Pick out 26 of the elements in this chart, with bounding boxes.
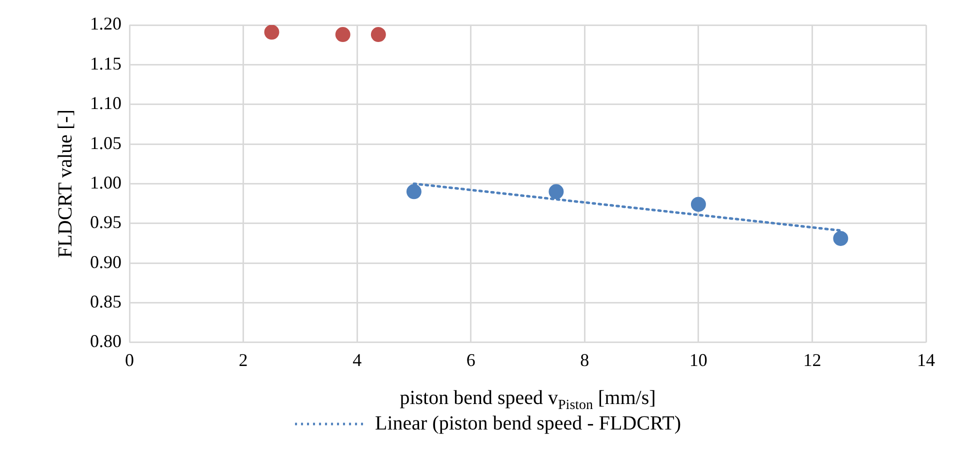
x-tick-label: 0 <box>125 350 134 370</box>
x-tick-label: 10 <box>689 350 708 370</box>
point <box>370 27 386 42</box>
point <box>548 184 564 200</box>
y-tick-label: 0.90 <box>90 252 122 272</box>
legend-label: Linear (piston bend speed - FLDCRT) <box>375 412 681 434</box>
y-tick-label: 1.15 <box>90 53 122 74</box>
point <box>406 184 422 200</box>
x-tick-label: 12 <box>803 350 822 370</box>
y-axis-title: FLDCRT value [-] <box>54 109 76 258</box>
x-tick-label: 8 <box>580 350 590 370</box>
point <box>690 196 706 212</box>
y-tick-label: 1.05 <box>90 132 122 153</box>
x-tick-label: 14 <box>917 350 935 370</box>
y-tick-label: 0.85 <box>90 291 122 312</box>
x-tick-label: 4 <box>352 350 362 370</box>
point <box>335 27 350 42</box>
point <box>833 230 848 246</box>
y-tick-label: 1.10 <box>90 93 122 114</box>
y-tick-label: 1.20 <box>90 14 122 34</box>
point <box>264 25 280 40</box>
y-tick-label: 0.80 <box>90 331 122 352</box>
y-tick-label: 0.95 <box>90 212 122 232</box>
y-tick-label: 1.00 <box>90 172 122 192</box>
x-tick-label: 6 <box>466 350 476 370</box>
x-tick-label: 2 <box>238 350 248 370</box>
